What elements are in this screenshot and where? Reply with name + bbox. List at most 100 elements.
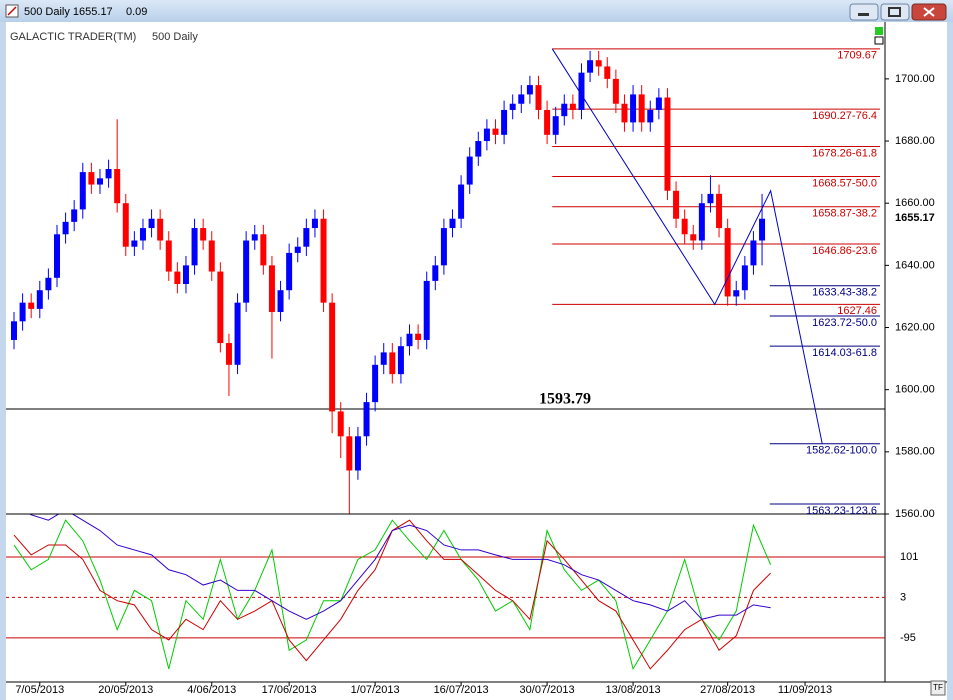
y-tick-label: 1600.00 [895,384,935,396]
candle-body [707,193,714,204]
candle-body [329,302,336,412]
candle-body [509,103,516,110]
candle-body [612,78,619,104]
candle-body [406,333,413,347]
x-tick-label: 4/06/2013 [187,684,236,696]
candle-body [71,209,78,222]
x-tick-label: 11/09/2013 [778,684,832,696]
candle-body [28,302,35,309]
y-tick-label: 1640.00 [895,259,935,271]
candle-body [114,169,121,204]
y-tick-label: 1700.00 [895,73,935,85]
candle-body [19,302,26,322]
fib-label: 1658.87-38.2 [812,208,877,220]
fib-label: 1690.27-76.4 [812,110,877,122]
candle-body [217,271,224,344]
candle-body [62,221,69,235]
candle-body [449,218,456,229]
y-tick-label: 1680.00 [895,135,935,147]
fib-label: 1633.43-38.2 [812,287,877,299]
candle-body [363,402,370,437]
candle-body [131,240,138,247]
x-tick-label: 30/07/2013 [520,684,575,696]
candle-body [415,333,422,340]
candle-body [458,184,465,219]
window-change: 0.09 [126,6,147,18]
candle-body [664,97,671,191]
fib-label: 1668.57-50.0 [812,177,877,189]
fib-label: 1623.72-50.0 [812,317,877,329]
minimize-button[interactable] [849,3,879,21]
candle-body [630,94,637,123]
chart-area [6,22,947,700]
candle-body [733,290,740,297]
y-tick-label: 101 [900,551,918,563]
candle-body [225,343,232,365]
x-tick-label: 16/07/2013 [434,684,489,696]
candle-body [389,352,396,375]
candle-body [243,240,250,303]
candle-body [578,72,585,110]
candle-body [277,290,284,312]
fib-label: 1614.03-61.8 [812,347,877,359]
oscillator-line [13,519,772,671]
candle-body [475,141,482,157]
tf-button[interactable]: TF [930,680,946,696]
candle-body [36,290,43,309]
candle-body [122,203,129,247]
candle-body [320,218,327,303]
y-tick-label: 3 [900,591,906,603]
candle-body [432,265,439,281]
y-tick-label: 1580.00 [895,446,935,458]
candle-body [260,234,267,266]
candle-body [544,109,551,135]
last-price: 1655.17 [895,212,935,224]
candle-body [483,128,490,142]
candle-body [724,228,731,297]
projection-line [551,48,823,444]
candle-body [750,240,757,266]
candle-body [200,228,207,241]
close-button[interactable] [911,3,947,21]
candle-body [561,103,568,117]
maximize-button[interactable] [880,3,910,21]
fib-label: 1709.67 [837,50,877,62]
fib-label: 1563.23-123.6 [806,505,877,517]
candle-body [397,346,404,375]
candle-body [423,280,430,340]
candle-body [535,85,542,110]
candle-body [337,411,344,437]
x-tick-label: 7/05/2013 [15,684,64,696]
candle-body [759,218,766,241]
window-title: 500 Daily 1655.17 [24,6,113,18]
x-tick-label: 1/07/2013 [351,684,400,696]
candle-body [492,128,499,135]
candle-body [139,228,146,241]
candle-body [96,178,103,185]
candle-body [286,252,293,291]
candle-body [88,172,95,185]
chart-title: GALACTIC TRADER(TM) [10,31,136,43]
price-panel: 1593.79 [6,48,885,514]
candle-body [346,436,353,471]
candle-body [655,97,662,110]
y-tick-label: 1620.00 [895,321,935,333]
candle-body [681,218,688,235]
candle-body [354,436,361,471]
candle-body [10,321,17,340]
candle-body [552,116,559,135]
candle-body [79,172,86,210]
candle-body [208,240,215,272]
chart-subtitle: 500 Daily [152,31,198,43]
status-marker [874,36,884,45]
candle-body [268,265,275,312]
candle-body [569,103,576,110]
candle-body [251,234,258,241]
candle-body [698,203,705,241]
candle-body [716,193,723,229]
x-tick-label: 20/05/2013 [98,684,153,696]
oscillator-line [28,514,771,620]
x-tick-label: 13/08/2013 [606,684,661,696]
candle-body [466,156,473,185]
